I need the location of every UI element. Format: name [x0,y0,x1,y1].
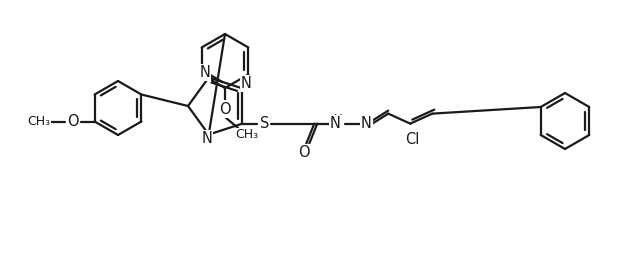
Text: O: O [219,101,231,116]
Text: N: N [330,116,340,131]
Text: CH₃: CH₃ [236,129,259,142]
Text: N: N [361,116,372,131]
Text: N: N [241,76,252,91]
Text: Cl: Cl [405,132,419,147]
Text: H: H [334,113,342,126]
Text: S: S [260,116,269,131]
Text: N: N [202,131,212,146]
Text: CH₃: CH₃ [27,115,50,128]
Text: N: N [199,65,210,80]
Text: O: O [298,145,310,160]
Text: O: O [67,114,79,129]
